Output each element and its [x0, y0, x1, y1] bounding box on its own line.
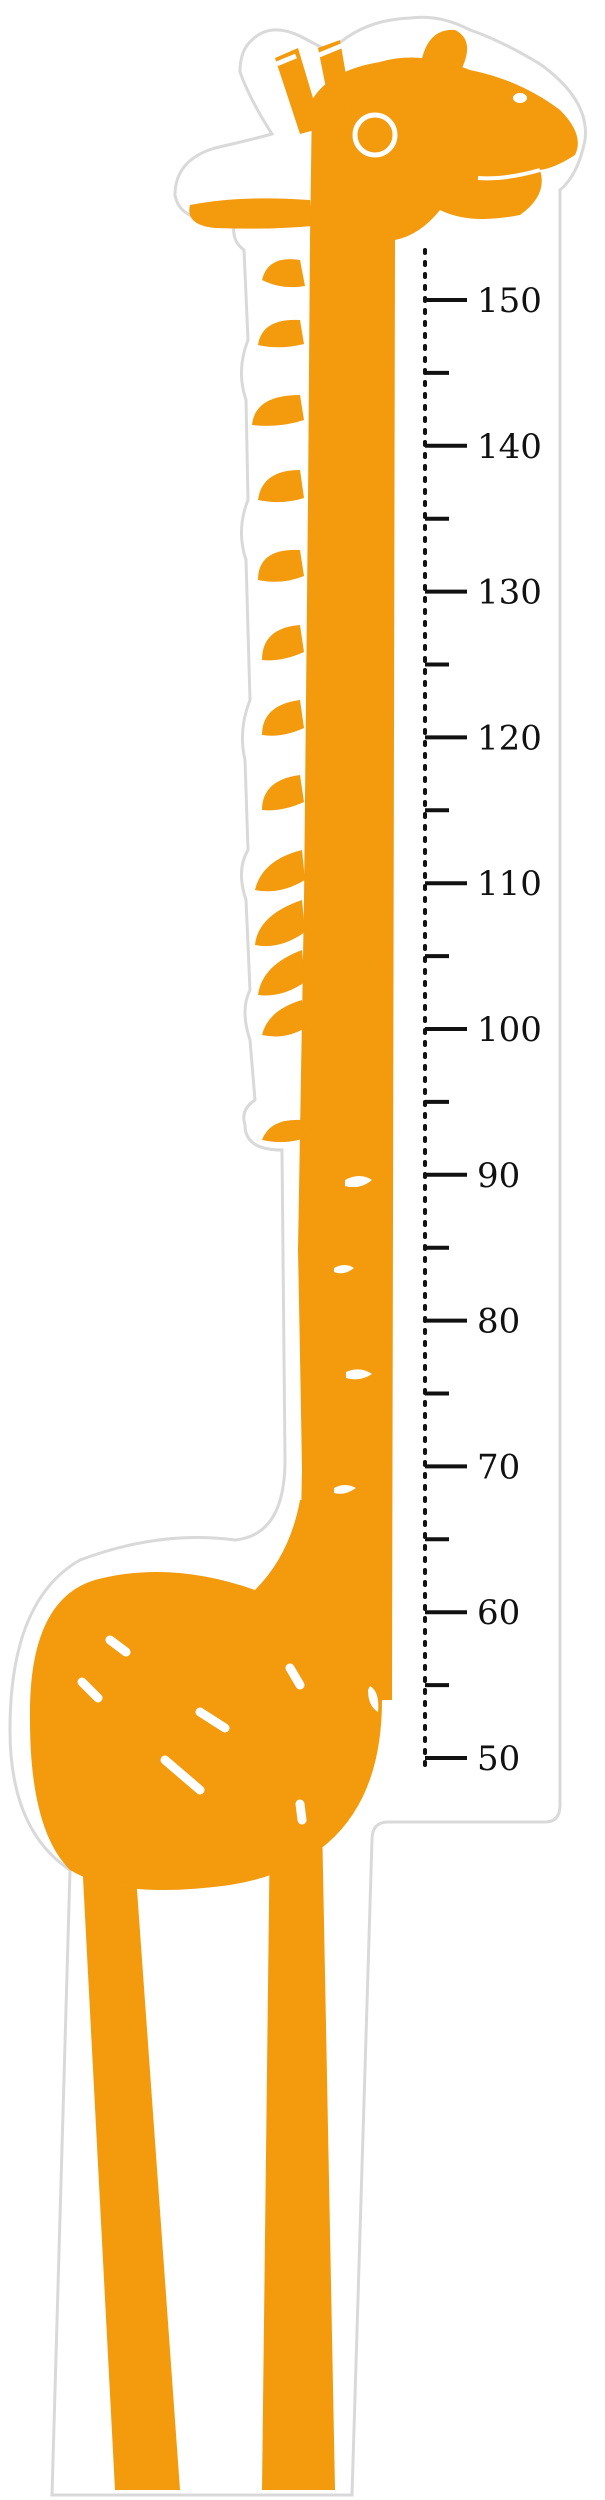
- giraffe-horn-left: [275, 48, 322, 134]
- giraffe-mouth: [477, 168, 541, 181]
- tick-label-110: 110: [477, 864, 542, 904]
- giraffe-left-ear: [189, 198, 312, 229]
- tick-label-90: 90: [477, 1156, 520, 1196]
- horn-highlights: [261, 41, 347, 73]
- tick-label-130: 130: [477, 573, 542, 613]
- giraffe-nostril: [513, 93, 527, 103]
- body-spots: [77, 1635, 307, 1825]
- tick-label-150: 150: [477, 281, 542, 321]
- giraffe-ear: [420, 29, 468, 70]
- giraffe-body: [29, 1500, 383, 1890]
- tick-label-70: 70: [477, 1447, 520, 1487]
- height-ruler: 150 140 130 120 110 100 90 80 70 60 50: [423, 248, 542, 1779]
- ruler-ticks: 150 140 130 120 110 100 90 80 70 60 50: [425, 281, 542, 1779]
- giraffe-neck: [298, 240, 395, 1700]
- tick-label-140: 140: [477, 427, 542, 467]
- tick-label-120: 120: [477, 718, 542, 758]
- giraffe-eye: [352, 112, 398, 158]
- back-leg: [80, 1820, 180, 2490]
- giraffe-head: [310, 57, 578, 240]
- giraffe-mane: [252, 259, 305, 1143]
- giraffe-spots: [334, 1176, 379, 1712]
- tick-label-100: 100: [477, 1010, 542, 1050]
- tick-label-60: 60: [477, 1593, 520, 1633]
- giraffe-horn-right: [318, 40, 352, 118]
- front-leg: [262, 1820, 335, 2490]
- tick-label-50: 50: [477, 1739, 520, 1779]
- tick-label-80: 80: [477, 1302, 520, 1342]
